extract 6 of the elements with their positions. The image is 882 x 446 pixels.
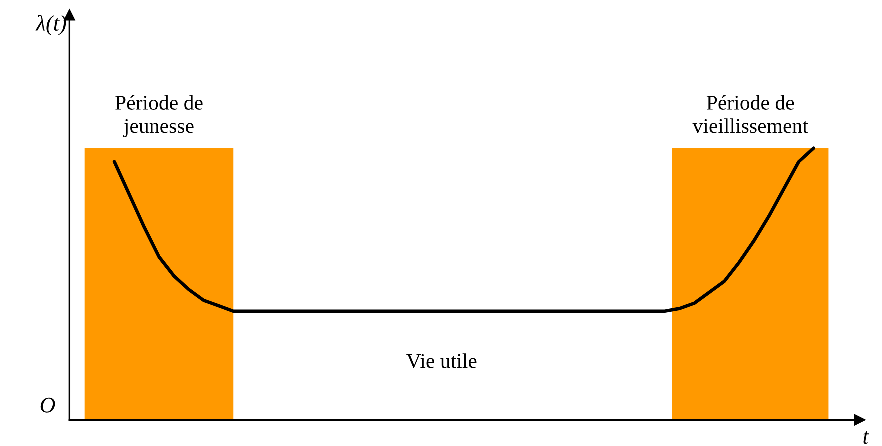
text: λ(t) <box>36 15 66 36</box>
text: Période de vieillissement <box>692 95 808 134</box>
text: O <box>40 398 56 413</box>
annotation: Vie utile <box>406 354 477 368</box>
text: Période de jeunesse <box>116 95 203 138</box>
x-axis-title: t <box>864 431 870 444</box>
